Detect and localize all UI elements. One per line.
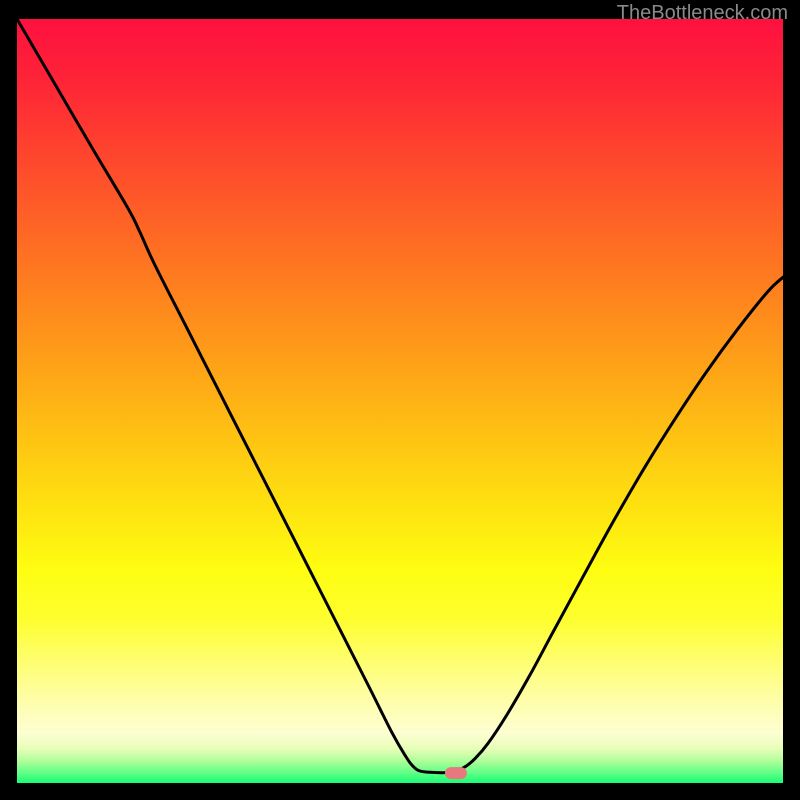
optimal-marker [445, 767, 467, 779]
attribution-label: TheBottleneck.com [617, 2, 788, 25]
chart-svg [0, 0, 800, 800]
chart-container: TheBottleneck.com [0, 0, 800, 800]
plot-background [17, 19, 783, 783]
